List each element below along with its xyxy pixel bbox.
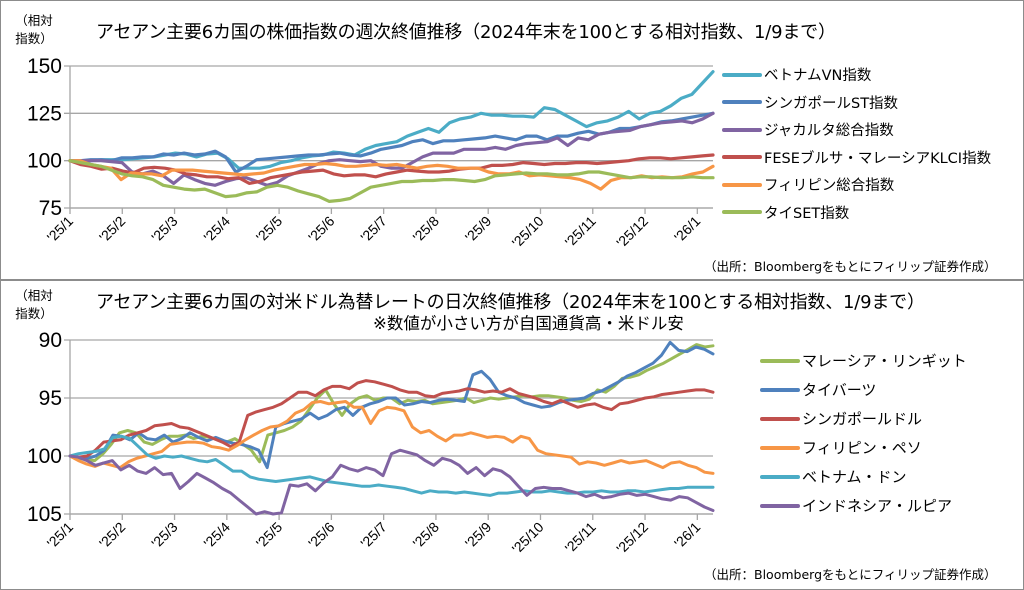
legend-label: ベトナムVN指数 — [764, 68, 872, 85]
legend-swatch — [722, 72, 762, 77]
series-line-5 — [68, 434, 715, 497]
x-tick-label: '25/12 — [613, 213, 651, 251]
legend-label: シンガポールドル — [802, 410, 923, 428]
legend: ベトナムVN指数シンガポールST指数 ジャカルタ総合指数 FESEブルサ・マレーシア… — [722, 61, 991, 226]
legend: マレーシア・リンギット タイバーツシンガポールドル フィリピン・ペソ ベトナム・ドンイ… — [760, 346, 967, 520]
y-tick-label: 90 — [39, 329, 62, 352]
y-tick-label: 100 — [27, 150, 62, 173]
legend-label: タイSET指数 — [764, 205, 850, 222]
fx-rate-chart-panel: （相対 指数） アセアン主要6カ国の対米ドル為替レートの日次終値推移（2024年… — [0, 281, 1024, 590]
series-line-5 — [68, 159, 715, 191]
series-line-4 — [68, 400, 715, 475]
x-tick-label: '25/8 — [410, 519, 443, 552]
series-line-3 — [68, 379, 715, 459]
stock-index-plot: 75100125150'25/1'25/2'25/3'25/4'25/5'25/… — [27, 55, 715, 251]
y-unit-label-line2: 指数） — [15, 306, 53, 321]
x-tick-label: '25/11 — [562, 519, 599, 556]
x-tick-label: '25/8 — [410, 213, 443, 246]
legend-swatch — [722, 210, 762, 215]
legend-label: フィリピン・ペソ — [802, 439, 922, 457]
legend-swatch — [760, 416, 800, 421]
y-unit-label: （相対 指数） — [12, 12, 56, 48]
legend-label: フィリピン総合指数 — [764, 178, 895, 195]
y-tick-label: 100 — [27, 445, 62, 468]
x-tick-label: '26/1 — [671, 519, 704, 552]
legend-item: ベトナム・ドン — [760, 462, 967, 491]
x-tick-label: '25/4 — [200, 213, 233, 246]
source-note: （出所：Bloombergをもとにフィリップ証券作成） — [704, 259, 997, 274]
x-tick-label: '25/7 — [357, 213, 390, 246]
stock-index-chart-panel: （相対 指数） アセアン主要6カ国の株価指数の週次終値推移（2024年末を100… — [0, 0, 1024, 279]
series-line-2 — [68, 340, 715, 470]
legend-swatch — [722, 100, 762, 105]
y-tick-label: 95 — [39, 387, 62, 410]
legend-swatch — [760, 503, 800, 508]
series-line-6 — [68, 448, 715, 516]
legend-swatch — [760, 445, 800, 450]
legend-item: マレーシア・リンギット — [760, 346, 967, 375]
series-line-3 — [68, 111, 715, 187]
x-tick-label: '25/10 — [509, 519, 547, 557]
legend-swatch — [722, 155, 762, 160]
x-tick-label: '26/1 — [671, 213, 704, 246]
x-tick-label: '25/4 — [200, 519, 233, 552]
legend-label: ベトナム・ドン — [802, 468, 907, 486]
x-tick-label: '25/9 — [462, 213, 495, 246]
y-unit-label-line1: （相対 — [15, 13, 53, 28]
y-unit-label-line2: 指数） — [15, 31, 53, 46]
series-line-6 — [68, 159, 715, 203]
legend-item: ベトナムVN指数 — [722, 61, 991, 89]
legend-label: シンガポールST指数 — [764, 95, 899, 112]
legend-item: タイバーツ — [760, 375, 967, 404]
source-note: （出所：Bloombergをもとにフィリップ証券作成） — [704, 567, 997, 582]
legend-swatch — [760, 387, 800, 392]
y-unit-label-line1: （相対 — [15, 288, 53, 303]
x-tick-label: '25/10 — [509, 213, 547, 251]
x-tick-label: '25/9 — [462, 519, 495, 552]
x-tick-label: '25/5 — [253, 213, 286, 246]
y-tick-label: 125 — [27, 102, 62, 125]
legend-label: FESEブルサ・マレーシアKLCI指数 — [764, 150, 992, 167]
legend-item: シンガポールST指数 — [722, 89, 991, 117]
x-tick-label: '25/6 — [305, 519, 338, 552]
legend-item: FESEブルサ・マレーシアKLCI指数 — [722, 144, 991, 172]
x-tick-label: '25/11 — [562, 213, 599, 250]
x-tick-label: '25/7 — [357, 519, 390, 552]
legend-item: インドネシア・ルピア — [760, 491, 967, 520]
x-tick-label: '25/12 — [613, 519, 651, 557]
x-tick-label: '25/3 — [148, 519, 181, 552]
legend-item: フィリピン・ペソ — [760, 433, 967, 462]
legend-label: マレーシア・リンギット — [802, 352, 967, 370]
legend-swatch — [722, 127, 762, 132]
x-tick-label: '25/2 — [96, 519, 129, 552]
chart-subtitle: ※数値が小さい方が自国通貨高・米ドル安 — [373, 314, 684, 333]
y-tick-label: 105 — [27, 503, 62, 526]
legend-item: シンガポールドル — [760, 404, 967, 433]
legend-swatch — [760, 474, 800, 479]
series-line-1 — [68, 343, 715, 464]
x-tick-label: '25/6 — [305, 213, 338, 246]
x-tick-label: '25/2 — [96, 213, 129, 246]
panel-divider — [0, 279, 1024, 281]
legend-label: インドネシア・ルピア — [802, 497, 953, 515]
chart-title: アセアン主要6カ国の株価指数の週次終値推移（2024年末を100とする相対指数、… — [96, 22, 836, 43]
y-tick-label: 150 — [27, 55, 62, 78]
legend-item: ジャカルタ総合指数 — [722, 116, 991, 144]
fx-rate-plot: 9095100105'25/1'25/2'25/3'25/4'25/5'25/6… — [27, 329, 715, 557]
x-tick-label: '25/3 — [148, 213, 181, 246]
y-unit-label: （相対 指数） — [12, 287, 56, 323]
chart-title: アセアン主要6カ国の対米ドル為替レートの日次終値推移（2024年末を100とする… — [96, 292, 925, 313]
legend-swatch — [760, 358, 800, 363]
x-tick-label: '25/5 — [253, 519, 286, 552]
legend-label: ジャカルタ総合指数 — [764, 123, 894, 140]
legend-label: タイバーツ — [802, 381, 877, 399]
legend-swatch — [722, 182, 762, 187]
y-tick-label: 75 — [39, 197, 62, 220]
legend-item: フィリピン総合指数 — [722, 171, 991, 199]
legend-item: タイSET指数 — [722, 199, 991, 227]
